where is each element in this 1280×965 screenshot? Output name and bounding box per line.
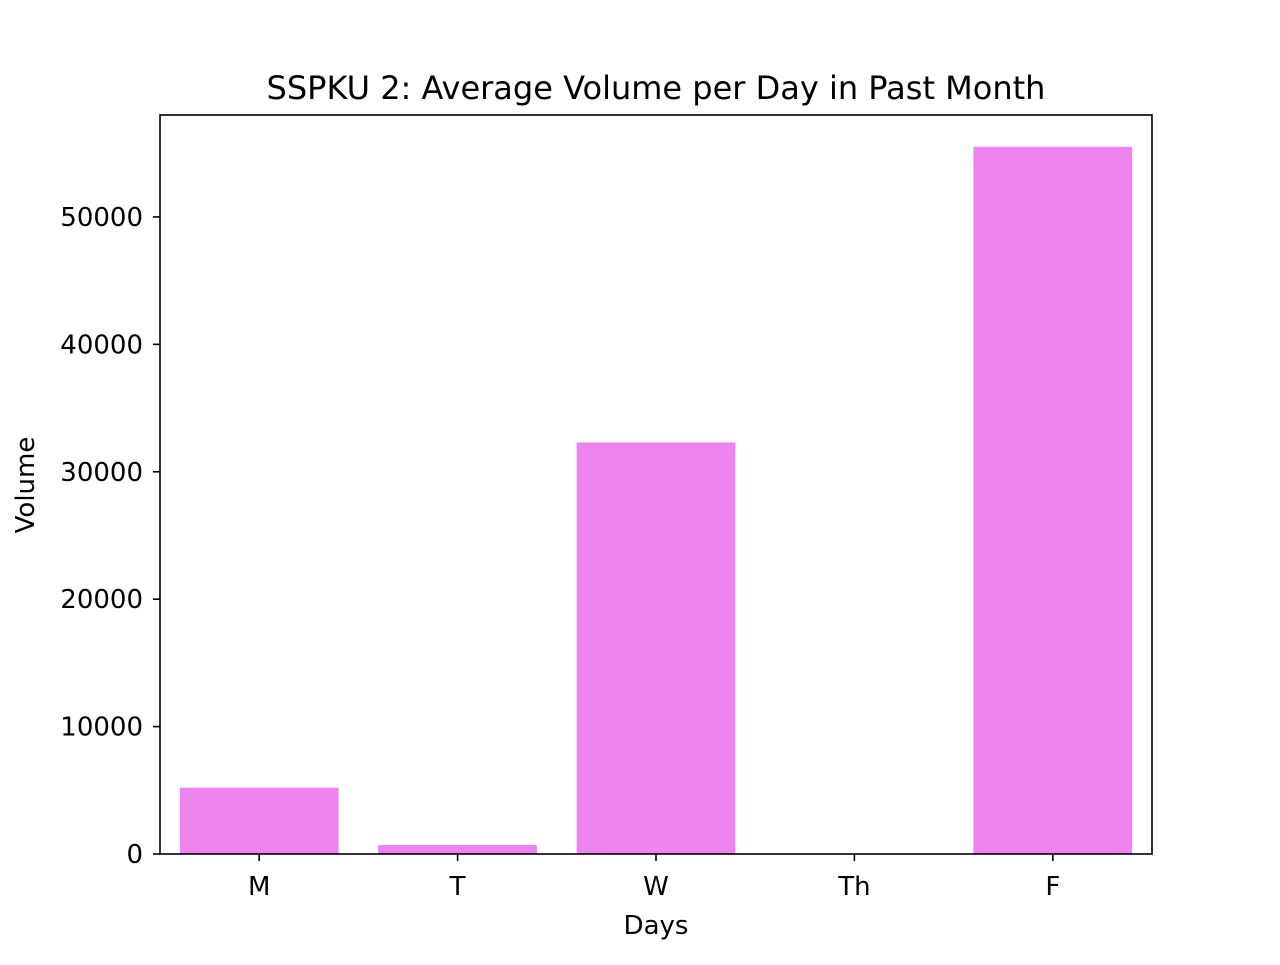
x-tick-label: Th xyxy=(837,872,870,902)
x-tick-label: W xyxy=(643,872,669,902)
chart-title: SSPKU 2: Average Volume per Day in Past … xyxy=(267,69,1046,107)
y-axis-ticks: 0 10000 20000 30000 40000 50000 xyxy=(60,203,160,870)
bar-w xyxy=(576,442,736,854)
bar-f xyxy=(973,146,1133,854)
y-tick-label: 10000 xyxy=(60,713,143,743)
y-tick-label: 20000 xyxy=(60,585,143,615)
x-tick-label: M xyxy=(248,872,270,902)
y-axis-label: Volume xyxy=(11,437,41,534)
y-tick-label: 50000 xyxy=(60,203,143,233)
bar-t xyxy=(378,845,537,854)
x-axis-label: Days xyxy=(624,911,689,941)
x-tick-label: T xyxy=(449,872,466,902)
y-tick-label: 40000 xyxy=(60,330,143,360)
x-axis-ticks: M T W Th F xyxy=(248,854,1060,902)
y-tick-label: 30000 xyxy=(60,458,143,488)
bar-m xyxy=(179,787,339,854)
y-tick-label: 0 xyxy=(126,840,143,870)
bars-layer xyxy=(179,146,1133,854)
x-tick-label: F xyxy=(1045,872,1060,902)
